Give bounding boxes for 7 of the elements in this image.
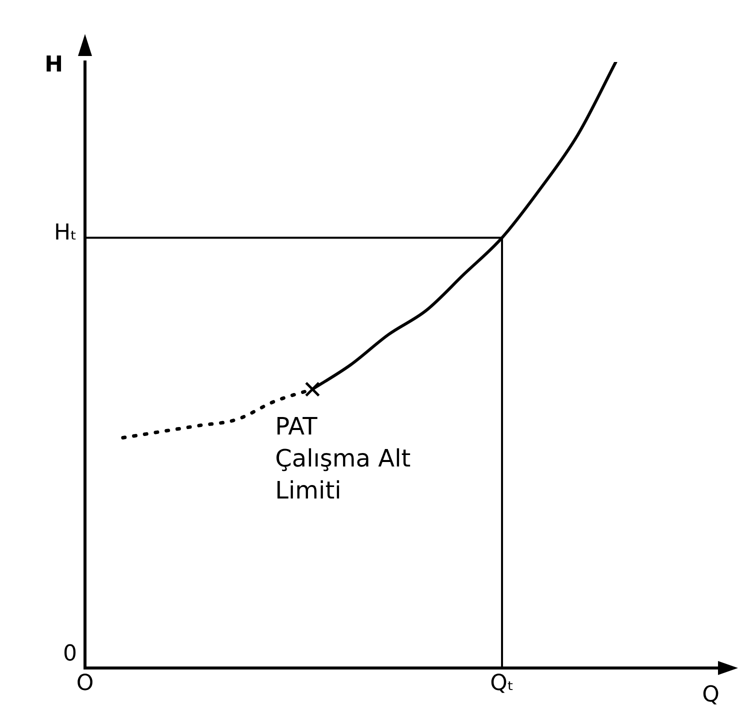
x-tick-label: O: [76, 670, 94, 696]
ref-line-label: Hₜ: [54, 220, 77, 246]
y-axis-title: H: [44, 52, 63, 78]
text: 0: [63, 642, 77, 667]
x-tick-label: Qₜ: [490, 670, 514, 696]
annotation: PAT Çalışma Alt Limiti: [275, 412, 411, 505]
x-axis-title: Q: [702, 682, 720, 708]
